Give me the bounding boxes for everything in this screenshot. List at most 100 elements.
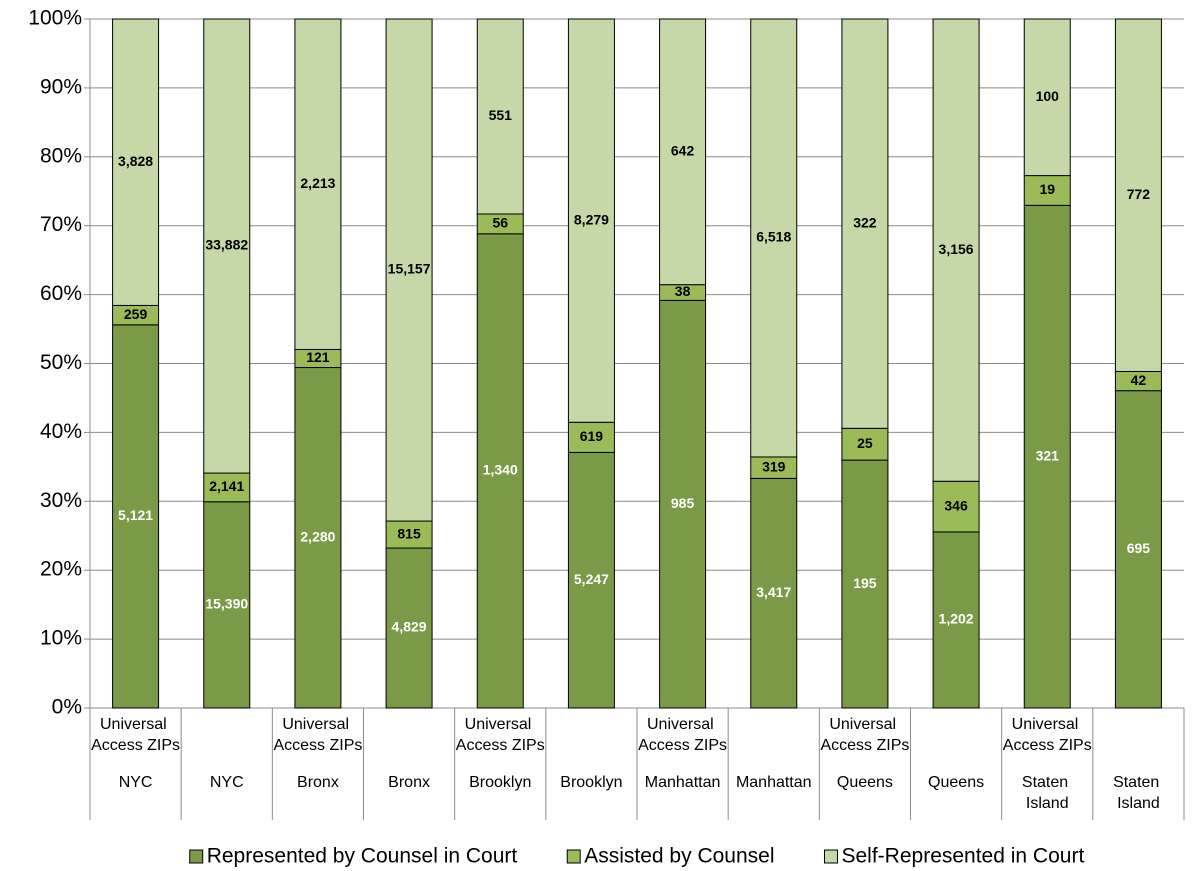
value-label: 346	[944, 497, 968, 513]
value-label: 15,390	[205, 596, 248, 612]
x-tick-label: Staten Island	[1022, 774, 1073, 812]
value-label: 1,202	[939, 611, 974, 627]
bar-segment	[659, 18, 707, 286]
bar-segment	[203, 501, 251, 709]
bar-segment	[567, 451, 615, 709]
bar-segment	[203, 472, 251, 503]
y-tick-label: 40%	[40, 420, 82, 443]
category-group-label: Universal Access ZIPs	[638, 716, 727, 754]
bar-segment	[1114, 18, 1162, 372]
x-tick-label: NYC	[210, 774, 244, 791]
value-label: 3,417	[756, 584, 791, 600]
value-label: 38	[675, 283, 691, 299]
category-group-label: Universal Access ZIPs	[456, 716, 545, 754]
legend-label: Represented by Counsel in Court	[207, 845, 518, 868]
value-label: 8,279	[574, 211, 609, 227]
bar-segment	[476, 18, 524, 215]
x-tick-label: Staten Island	[1113, 774, 1164, 812]
legend-swatch	[823, 849, 838, 864]
y-tick-label: 30%	[40, 489, 82, 512]
value-label: 1,340	[483, 462, 518, 478]
bar-segment	[1023, 175, 1071, 206]
value-label: 100	[1036, 88, 1060, 104]
bar-segment	[112, 324, 160, 709]
bar-segment	[1114, 390, 1162, 709]
bar-segment	[112, 18, 160, 306]
x-tick-label: Manhattan	[736, 774, 812, 791]
value-label: 121	[306, 349, 330, 365]
bar-segment	[203, 18, 251, 474]
bar-segment	[841, 427, 889, 461]
value-label: 15,157	[388, 261, 431, 277]
category-group-label: Universal Access ZIPs	[273, 716, 362, 754]
y-tick-label: 0%	[52, 696, 82, 719]
value-label: 25	[857, 435, 873, 451]
legend: Represented by Counsel in Court Assisted …	[189, 845, 1084, 868]
category-group-label: Universal Access ZIPs	[91, 716, 180, 754]
value-label: 815	[397, 525, 421, 541]
x-tick-label: Bronx	[297, 774, 339, 791]
value-label: 2,141	[209, 478, 244, 494]
y-tick-label: 50%	[40, 351, 82, 374]
legend-label: Self-Represented in Court	[841, 845, 1084, 868]
bar-segment	[1023, 18, 1071, 177]
y-tick-label: 80%	[40, 144, 82, 167]
value-label: 56	[492, 215, 508, 231]
bar-segment	[932, 531, 980, 709]
value-label: 195	[853, 575, 877, 591]
bar-segment	[385, 520, 433, 549]
value-label: 2,213	[300, 175, 335, 191]
value-label: 3,156	[939, 241, 974, 257]
value-label: 551	[489, 107, 513, 123]
value-label: 322	[853, 214, 877, 230]
bar-segment	[567, 18, 615, 423]
bar-segment	[841, 459, 889, 709]
value-label: 5,121	[118, 507, 153, 523]
legend-swatch	[189, 849, 204, 864]
bar-segment	[385, 547, 433, 709]
x-tick-label: Brooklyn	[560, 774, 622, 791]
y-tick-label: 60%	[40, 282, 82, 305]
value-label: 619	[580, 428, 604, 444]
value-label: 321	[1036, 447, 1060, 463]
bar-segment	[932, 18, 980, 482]
y-tick-label: 10%	[40, 627, 82, 650]
value-label: 319	[762, 458, 786, 474]
value-label: 42	[1131, 372, 1147, 388]
bar-segment	[659, 299, 707, 709]
x-tick-label: Bronx	[388, 774, 430, 791]
value-label: 5,247	[574, 571, 609, 587]
value-label: 772	[1127, 186, 1151, 202]
legend-label: Assisted by Counsel	[584, 845, 774, 868]
value-label: 3,828	[118, 153, 153, 169]
bar-segment	[567, 421, 615, 453]
bar-segment	[750, 477, 798, 709]
bar-segment	[294, 18, 342, 350]
x-tick-label: Queens	[928, 774, 984, 791]
bar-segment	[385, 18, 433, 522]
category-group-label: Universal Access ZIPs	[820, 716, 909, 754]
bar-segment	[750, 18, 798, 458]
value-label: 2,280	[300, 528, 335, 544]
value-label: 4,829	[392, 619, 427, 635]
value-label: 695	[1127, 540, 1151, 556]
value-label: 6,518	[756, 229, 791, 245]
value-label: 985	[671, 495, 695, 511]
x-tick-label: Manhattan	[645, 774, 721, 791]
y-tick-label: 90%	[40, 75, 82, 98]
y-tick-label: 70%	[40, 213, 82, 236]
bar-segment	[294, 367, 342, 709]
x-tick-label: Brooklyn	[469, 774, 531, 791]
x-tick-label: Queens	[837, 774, 893, 791]
bar-segment	[841, 18, 889, 429]
value-label: 259	[124, 306, 148, 322]
category-group-label: Universal Access ZIPs	[1003, 716, 1092, 754]
value-label: 19	[1039, 181, 1055, 197]
bar-segment	[476, 233, 524, 709]
legend-swatch	[566, 849, 581, 864]
y-tick-label: 100%	[28, 7, 82, 30]
x-tick-label: NYC	[119, 774, 153, 791]
value-label: 642	[671, 143, 695, 159]
